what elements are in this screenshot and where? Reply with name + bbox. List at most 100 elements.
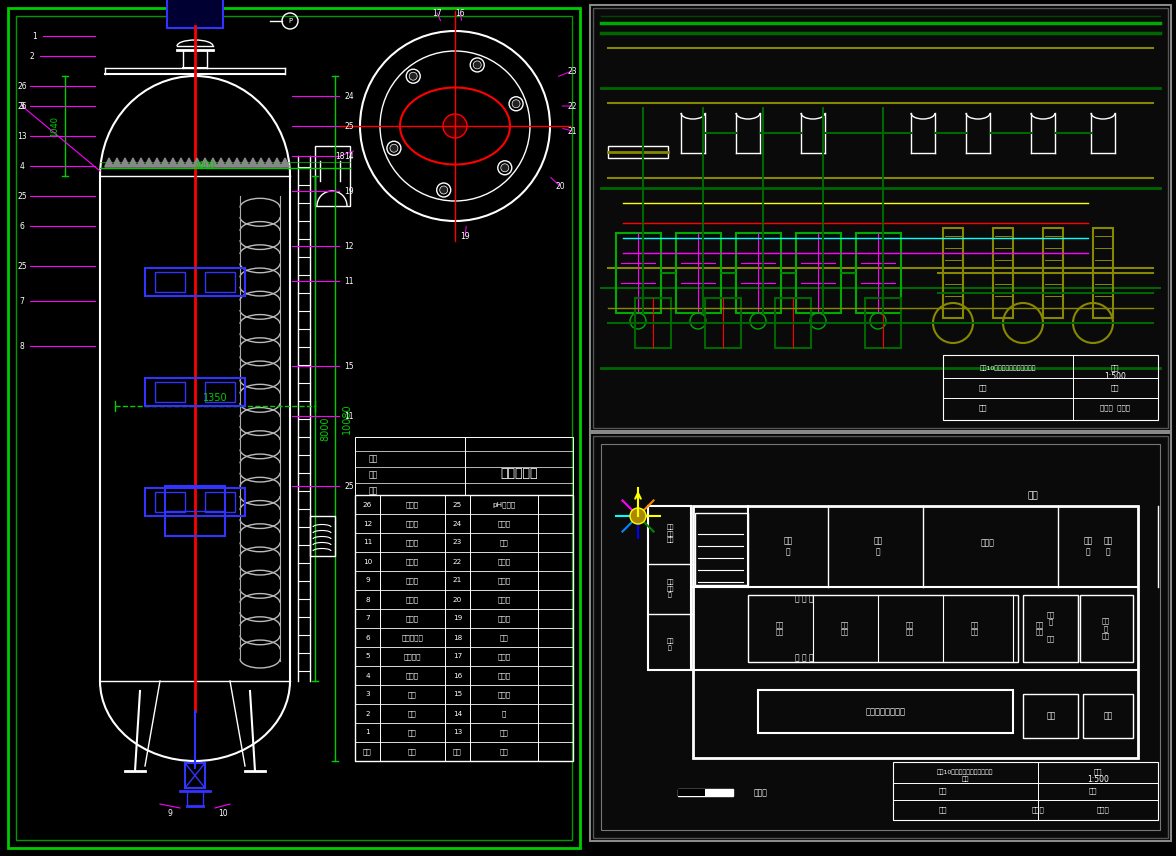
Bar: [1023, 595, 1078, 662]
Text: 7: 7: [20, 296, 25, 306]
Bar: [145, 268, 245, 296]
Text: 1:500: 1:500: [1104, 372, 1125, 381]
Text: 班级: 班级: [1089, 788, 1097, 794]
Text: 6: 6: [20, 222, 25, 230]
Text: 24: 24: [345, 92, 354, 100]
Circle shape: [409, 72, 417, 80]
Polygon shape: [225, 158, 233, 167]
Text: 冷却管: 冷却管: [406, 520, 419, 526]
Text: 姓名: 姓名: [368, 486, 377, 496]
Text: 8: 8: [366, 597, 369, 603]
Polygon shape: [209, 158, 218, 167]
Text: 14: 14: [453, 710, 462, 716]
Text: 18: 18: [335, 152, 345, 161]
Text: 20: 20: [555, 181, 564, 191]
Bar: [310, 516, 335, 556]
Text: 25: 25: [345, 482, 354, 490]
Circle shape: [473, 61, 481, 69]
Text: 21: 21: [567, 127, 576, 135]
Text: 轴: 轴: [502, 710, 506, 716]
Bar: [205, 492, 235, 512]
Polygon shape: [136, 158, 145, 167]
Text: 放料口: 放料口: [406, 577, 419, 584]
Bar: [616, 233, 661, 313]
Text: 24: 24: [453, 520, 462, 526]
Bar: [1083, 694, 1132, 738]
Text: 蒸馏
柜: 蒸馏 柜: [1047, 611, 1055, 626]
Text: 25: 25: [453, 502, 462, 508]
Text: 19: 19: [345, 187, 354, 195]
Text: 26: 26: [18, 81, 27, 91]
Text: 13: 13: [453, 729, 462, 735]
Polygon shape: [121, 158, 129, 167]
Bar: [704, 298, 741, 348]
Text: 热电偶接口: 热电偶接口: [401, 634, 423, 641]
Text: 12: 12: [345, 241, 354, 251]
Bar: [355, 495, 573, 761]
Text: 绿化带: 绿化带: [754, 788, 768, 798]
Bar: [893, 762, 1158, 820]
Text: 序号: 序号: [363, 748, 372, 755]
Text: 前处
理变
频室: 前处 理变 频室: [667, 525, 674, 543]
Text: 4000: 4000: [194, 161, 215, 169]
Bar: [355, 437, 573, 495]
Polygon shape: [193, 158, 201, 167]
Text: 1:500: 1:500: [1087, 775, 1109, 783]
Bar: [679, 789, 704, 796]
Bar: [775, 298, 811, 348]
Text: 主 走 廊: 主 走 廊: [795, 653, 814, 663]
Text: 轴封: 轴封: [408, 729, 416, 736]
Text: 10: 10: [363, 558, 372, 564]
Text: 办公
室: 办公 室: [1083, 537, 1093, 556]
Bar: [943, 355, 1158, 420]
Text: 1350: 1350: [202, 393, 227, 403]
Bar: [1080, 595, 1132, 662]
Bar: [145, 488, 245, 516]
Text: 人孔: 人孔: [500, 634, 508, 641]
Bar: [590, 5, 1171, 431]
Text: 25: 25: [18, 261, 27, 270]
Text: 醛化
发罐: 醛化 发罐: [841, 621, 849, 635]
Bar: [608, 146, 668, 158]
Polygon shape: [218, 158, 225, 167]
Polygon shape: [169, 158, 178, 167]
Bar: [155, 382, 185, 402]
Text: 储牛
间: 储牛 间: [783, 537, 793, 556]
Text: 13: 13: [18, 132, 27, 140]
Text: 压力表: 压力表: [497, 520, 510, 526]
Bar: [736, 233, 781, 313]
Polygon shape: [178, 158, 185, 167]
Text: 8000: 8000: [320, 416, 330, 441]
Text: 22: 22: [567, 102, 576, 110]
Circle shape: [440, 186, 448, 194]
Text: 序号: 序号: [453, 748, 462, 755]
Text: 年产10万吨燃料乙醇工艺流程图: 年产10万吨燃料乙醇工艺流程图: [980, 366, 1036, 371]
Bar: [185, 763, 205, 788]
Text: 底轴承: 底轴承: [406, 558, 419, 565]
Text: 16: 16: [453, 673, 462, 679]
Bar: [748, 595, 1018, 662]
Bar: [205, 382, 235, 402]
Text: 大门: 大门: [1028, 491, 1038, 501]
Text: 主 走 廊: 主 走 廊: [795, 594, 814, 603]
Text: 联轴节: 联轴节: [406, 672, 419, 679]
Text: 配电
室: 配电 室: [874, 537, 883, 556]
Text: 17: 17: [433, 9, 442, 17]
Text: 比例: 比例: [1094, 769, 1102, 776]
Text: 糖化
发罐: 糖化 发罐: [971, 621, 978, 635]
Bar: [167, 0, 223, 28]
Bar: [1093, 228, 1112, 318]
Text: 人孔: 人孔: [408, 710, 416, 716]
Bar: [315, 146, 350, 206]
Bar: [759, 690, 1013, 733]
Text: 清洗: 清洗: [1047, 711, 1056, 721]
Text: 11: 11: [363, 539, 372, 545]
Bar: [601, 444, 1160, 830]
Circle shape: [390, 144, 397, 152]
Text: 发罐: 发罐: [1047, 635, 1055, 641]
Text: 第一页: 第一页: [1031, 806, 1044, 813]
Text: 配电
室: 配电 室: [667, 639, 674, 651]
Polygon shape: [105, 158, 113, 167]
Bar: [8, 8, 580, 848]
Text: 分力
柜
干燥: 分力 柜 干燥: [1102, 617, 1109, 639]
